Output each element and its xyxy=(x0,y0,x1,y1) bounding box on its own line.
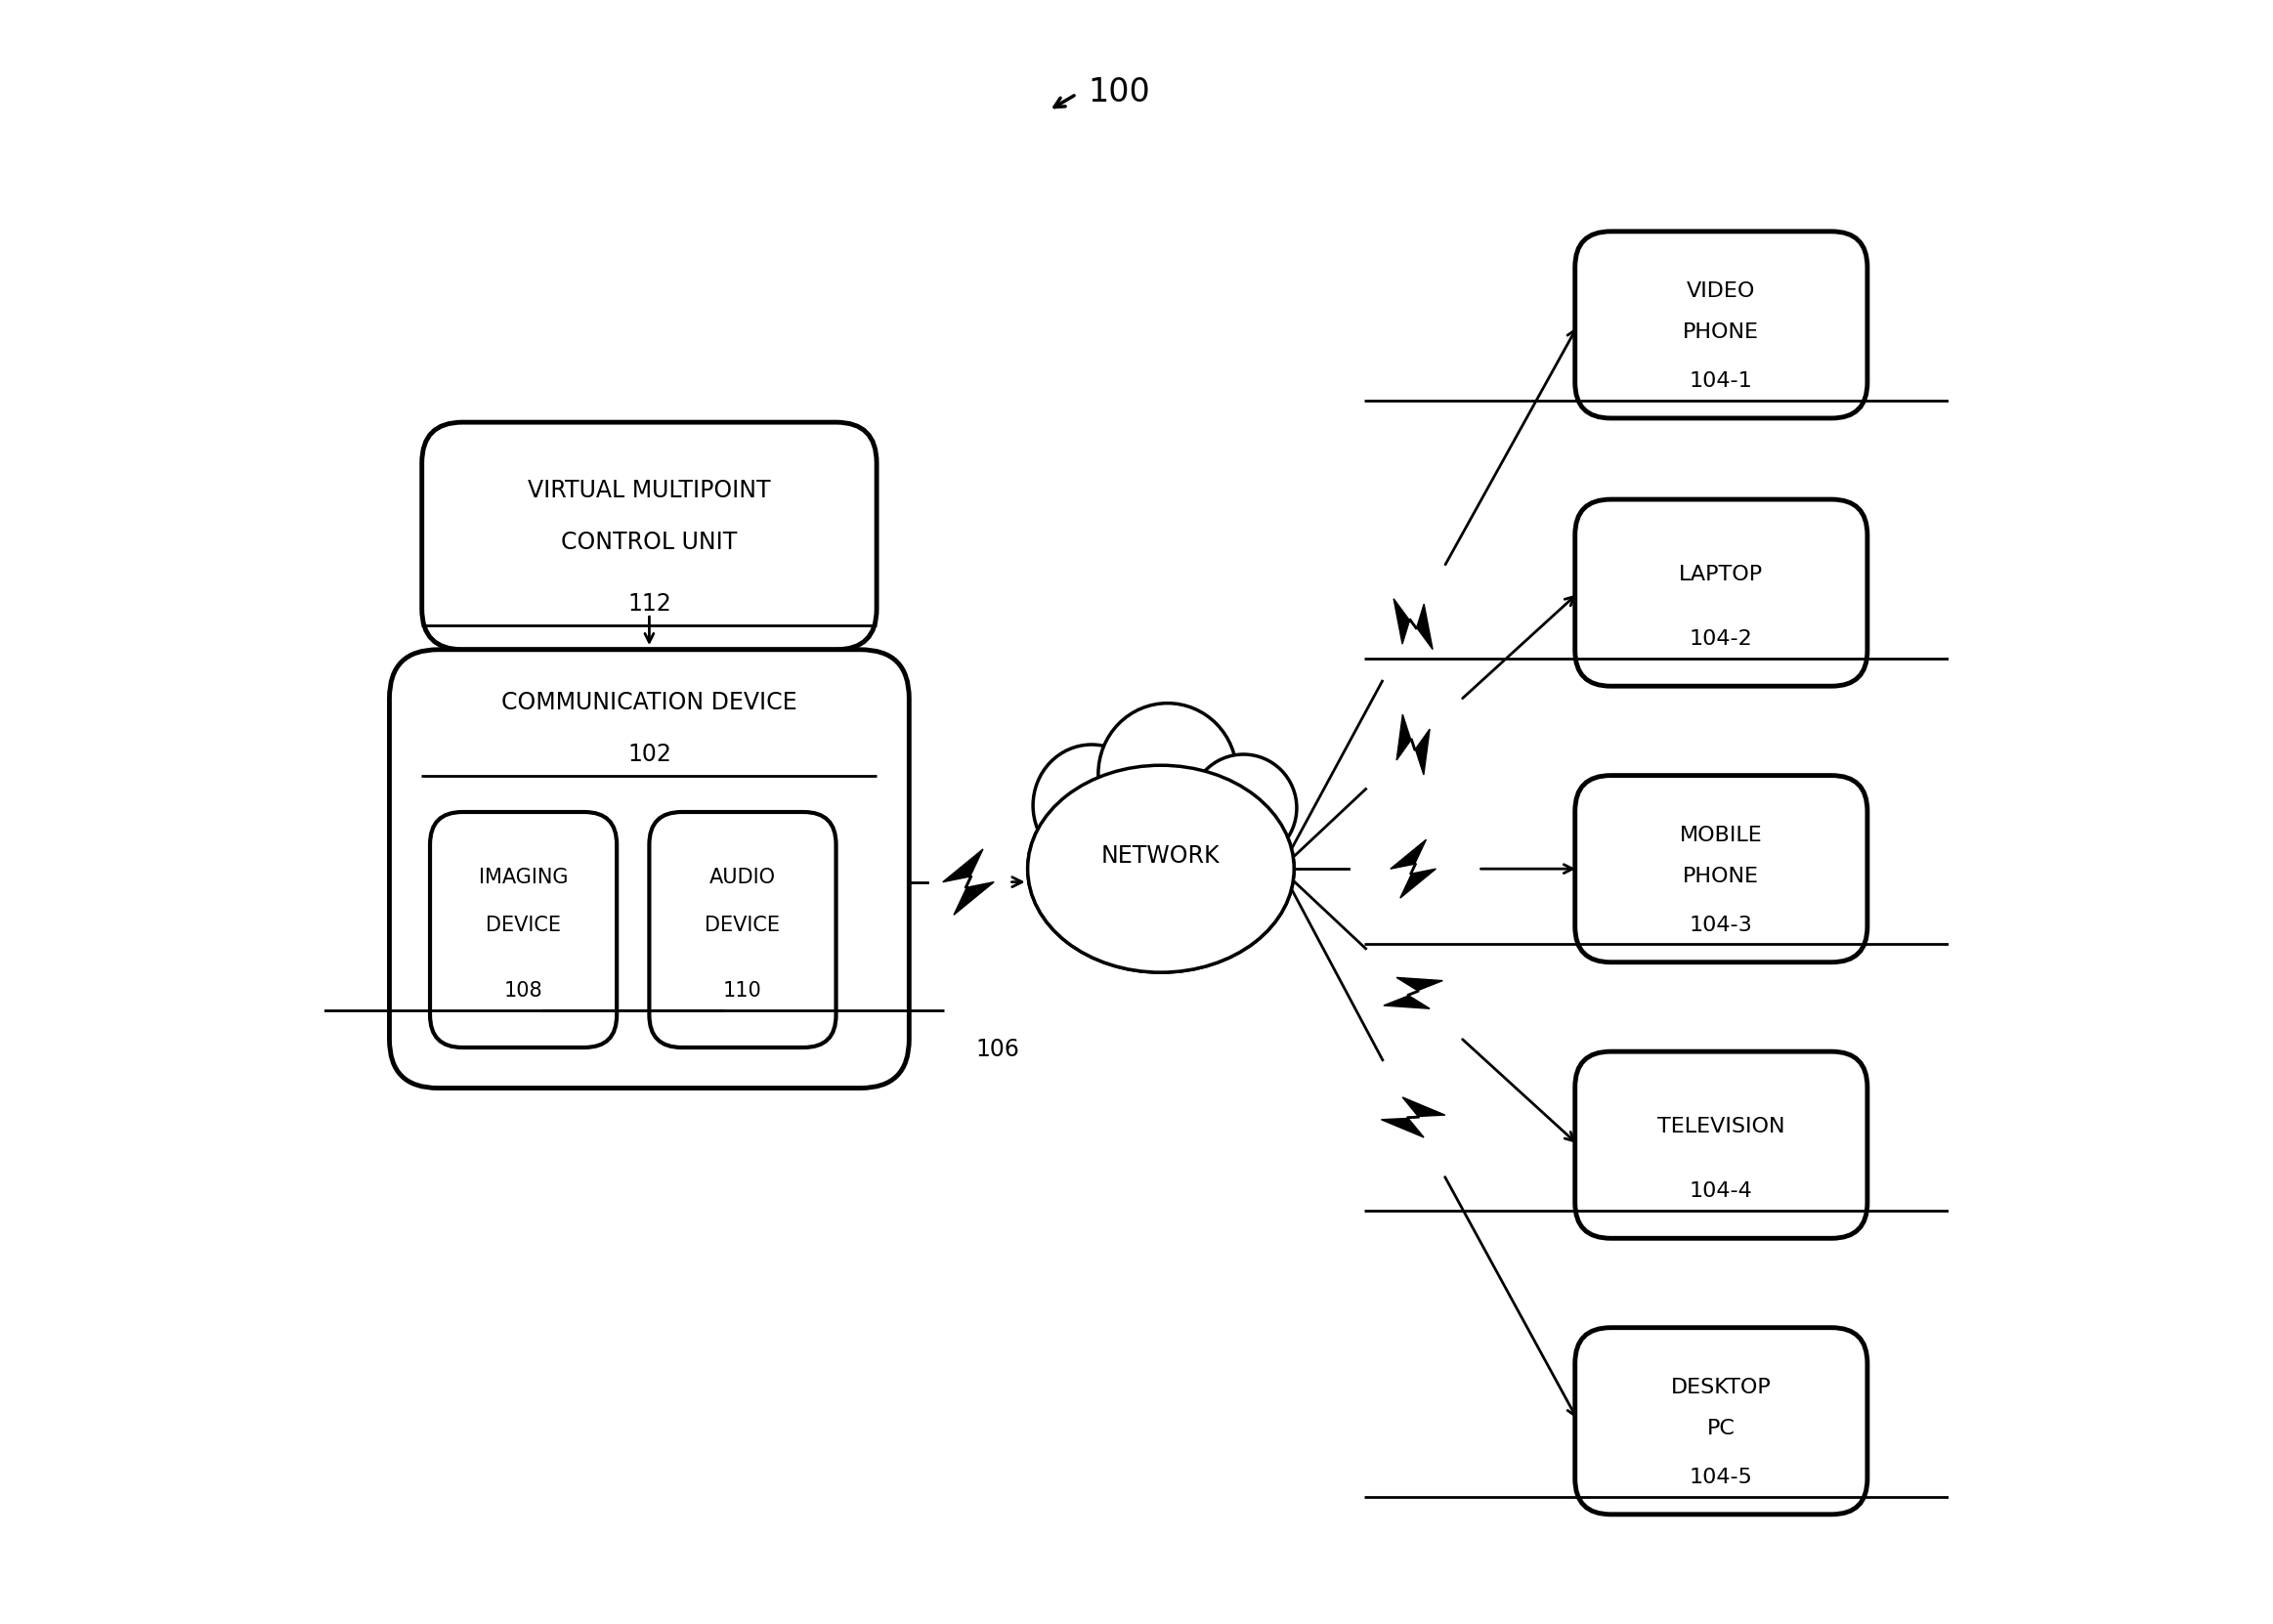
Text: 100: 100 xyxy=(1089,76,1150,109)
Text: VIDEO: VIDEO xyxy=(1687,281,1755,300)
Polygon shape xyxy=(1382,1098,1446,1137)
Polygon shape xyxy=(1391,840,1437,898)
Ellipse shape xyxy=(1191,754,1296,861)
Text: 104-5: 104-5 xyxy=(1689,1466,1752,1488)
Text: PC: PC xyxy=(1707,1419,1734,1439)
FancyBboxPatch shape xyxy=(1575,1052,1868,1237)
Polygon shape xyxy=(1396,715,1430,775)
FancyBboxPatch shape xyxy=(423,422,877,650)
Text: COMMUNICATION DEVICE: COMMUNICATION DEVICE xyxy=(502,690,798,715)
Text: DEVICE: DEVICE xyxy=(705,916,780,935)
Ellipse shape xyxy=(1027,765,1293,973)
Polygon shape xyxy=(1393,599,1432,650)
Text: 108: 108 xyxy=(505,981,543,1000)
Text: 102: 102 xyxy=(627,744,671,767)
Text: MOBILE: MOBILE xyxy=(1680,825,1762,844)
Ellipse shape xyxy=(1032,744,1150,867)
FancyBboxPatch shape xyxy=(1575,500,1868,685)
FancyBboxPatch shape xyxy=(650,812,836,1047)
Polygon shape xyxy=(1384,978,1443,1009)
Text: 104-1: 104-1 xyxy=(1689,370,1752,391)
Text: 110: 110 xyxy=(723,981,761,1000)
Text: 112: 112 xyxy=(627,593,671,615)
Text: PHONE: PHONE xyxy=(1682,867,1759,887)
Text: 104-4: 104-4 xyxy=(1689,1182,1752,1202)
Ellipse shape xyxy=(1098,703,1237,844)
Text: LAPTOP: LAPTOP xyxy=(1680,564,1764,585)
FancyBboxPatch shape xyxy=(389,650,909,1088)
Text: DESKTOP: DESKTOP xyxy=(1671,1377,1771,1397)
FancyBboxPatch shape xyxy=(430,812,616,1047)
FancyBboxPatch shape xyxy=(1575,1328,1868,1514)
Text: 106: 106 xyxy=(975,1038,1021,1060)
Text: TELEVISION: TELEVISION xyxy=(1657,1116,1784,1137)
Ellipse shape xyxy=(1027,765,1293,973)
FancyBboxPatch shape xyxy=(1575,775,1868,961)
Text: PHONE: PHONE xyxy=(1682,323,1759,343)
Text: AUDIO: AUDIO xyxy=(709,869,775,888)
Text: DEVICE: DEVICE xyxy=(486,916,561,935)
Text: CONTROL UNIT: CONTROL UNIT xyxy=(561,531,736,554)
Text: VIRTUAL MULTIPOINT: VIRTUAL MULTIPOINT xyxy=(527,479,771,502)
Polygon shape xyxy=(943,849,993,914)
FancyBboxPatch shape xyxy=(1575,231,1868,417)
Text: NETWORK: NETWORK xyxy=(1102,844,1221,867)
Text: IMAGING: IMAGING xyxy=(480,869,568,888)
Text: 104-3: 104-3 xyxy=(1689,914,1752,935)
Text: 104-2: 104-2 xyxy=(1689,630,1752,650)
